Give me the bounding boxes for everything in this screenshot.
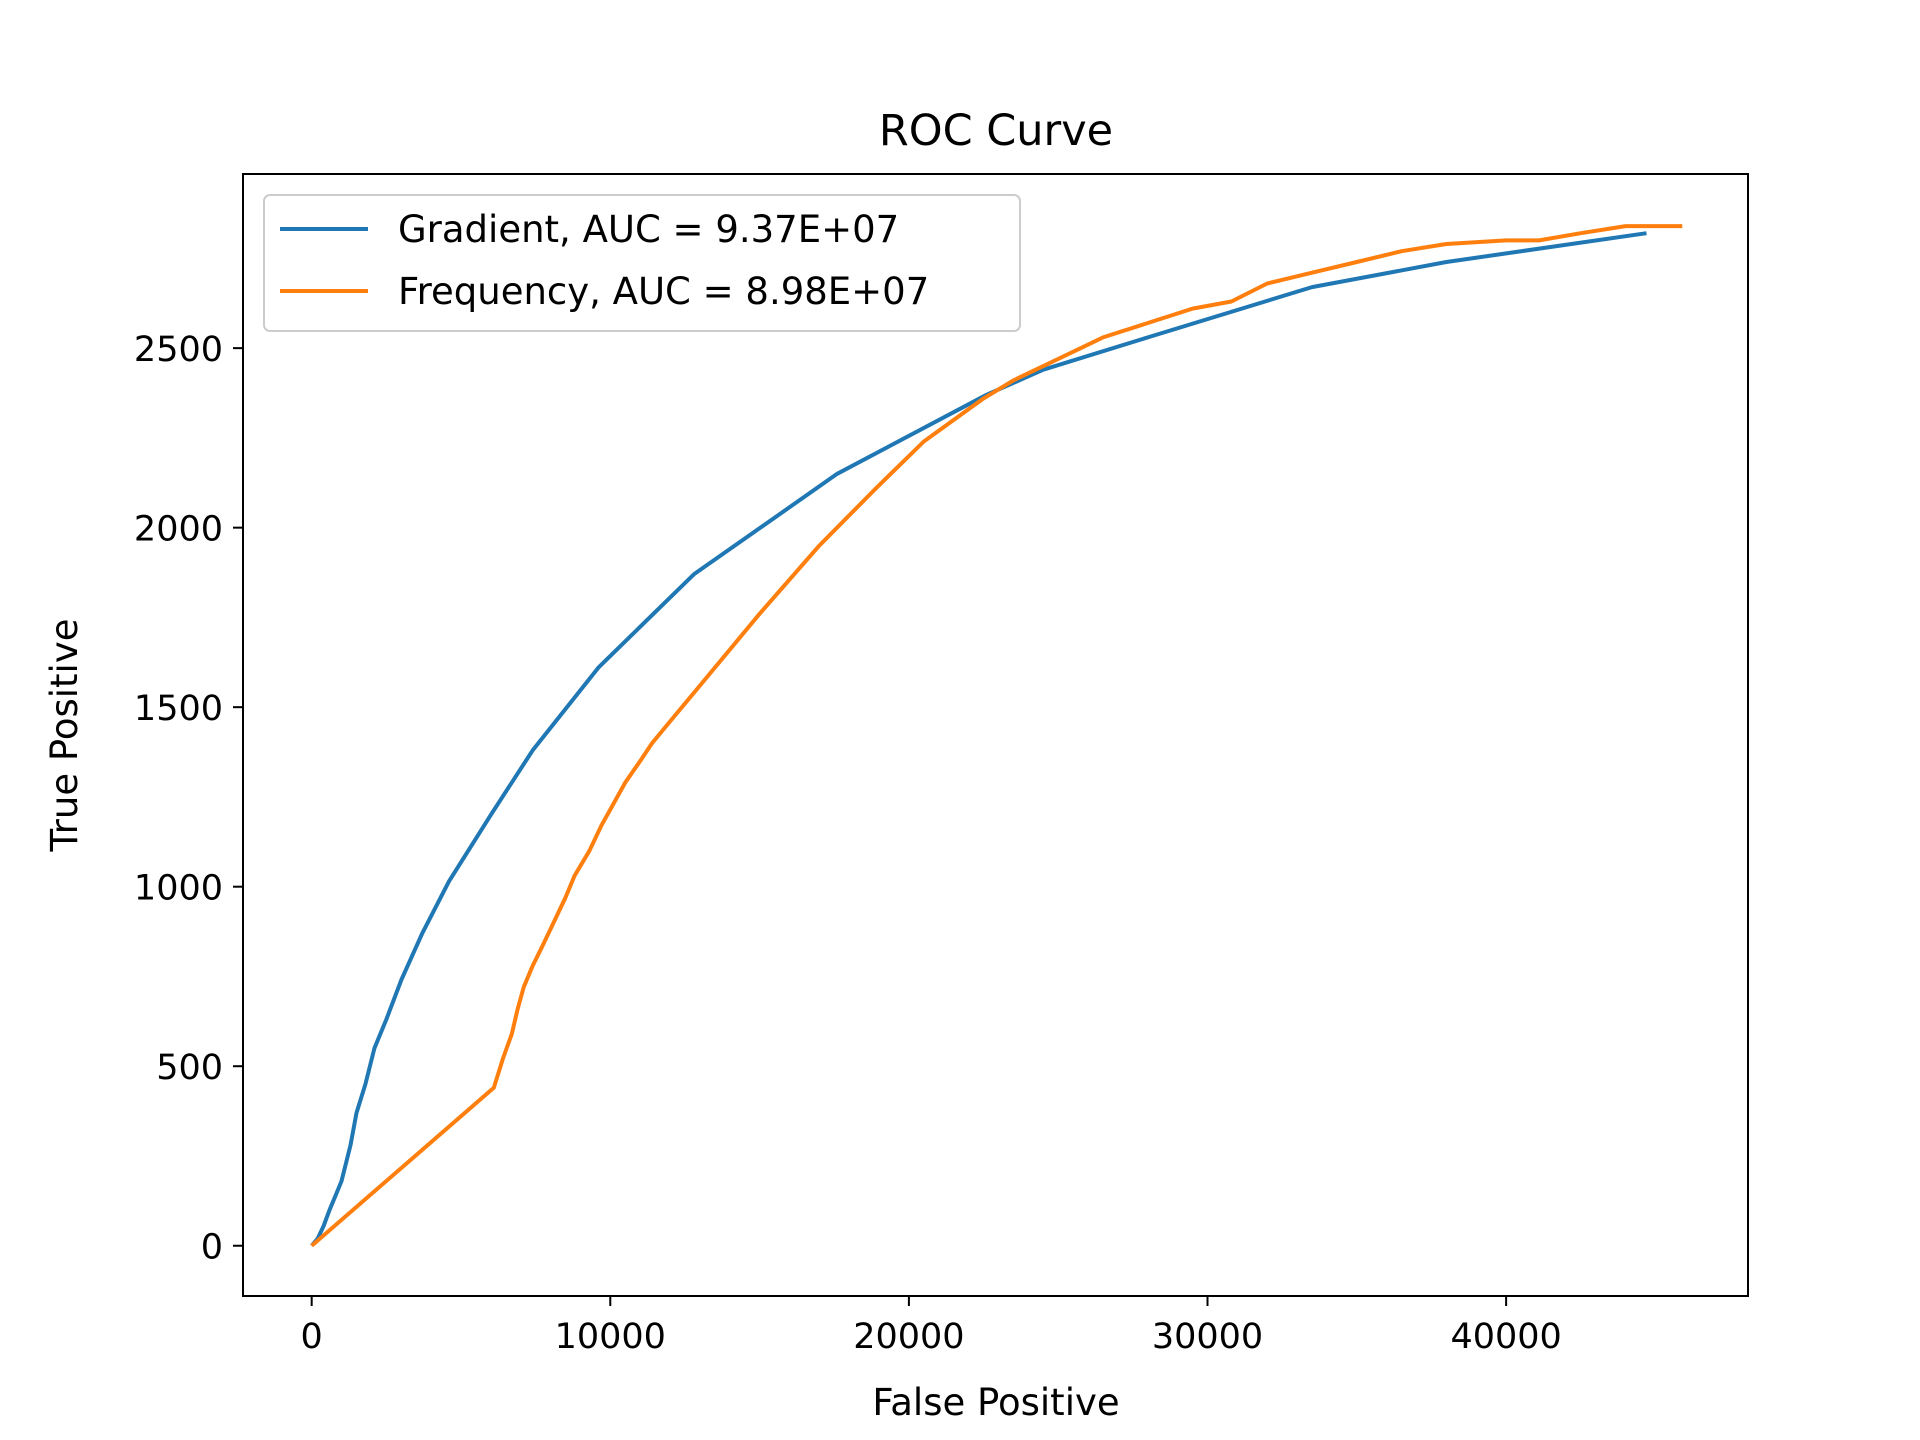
y-axis-label: True Positive: [43, 619, 86, 853]
plot-area: [242, 173, 1749, 1297]
x-tick-label: 40000: [1450, 1317, 1561, 1357]
y-tick-label: 2500: [134, 330, 223, 370]
series-line-gradient: [310, 231, 1647, 1247]
x-tick-label: 30000: [1152, 1317, 1263, 1357]
y-axis-ticks: 0 500 1000 1500 2000 2500: [134, 330, 243, 1268]
x-axis-ticks: 0 10000 20000 30000 40000: [301, 1296, 1562, 1357]
legend-box: [263, 194, 1021, 332]
plot-frame: [242, 173, 1749, 1297]
x-tick-label: 0: [301, 1317, 323, 1357]
legend-label-frequency: Frequency, AUC = 8.98E+07: [398, 270, 929, 313]
legend-label-gradient: Gradient, AUC = 9.37E+07: [398, 208, 899, 251]
y-tick-label: 1000: [134, 869, 223, 909]
chart-title: ROC Curve: [879, 106, 1113, 156]
y-tick-label: 500: [156, 1048, 223, 1088]
legend: Gradient, AUC = 9.37E+07 Frequency, AUC …: [263, 194, 1021, 332]
series-line-frequency: [310, 224, 1683, 1248]
plot-background: [243, 174, 1748, 1296]
y-tick-label: 2000: [134, 510, 223, 550]
series-layer: [310, 224, 1683, 1248]
x-tick-label: 10000: [555, 1317, 666, 1357]
x-tick-label: 20000: [853, 1317, 964, 1357]
y-tick-label: 0: [201, 1228, 223, 1268]
y-tick-label: 1500: [134, 689, 223, 729]
x-axis-label: False Positive: [872, 1381, 1119, 1424]
